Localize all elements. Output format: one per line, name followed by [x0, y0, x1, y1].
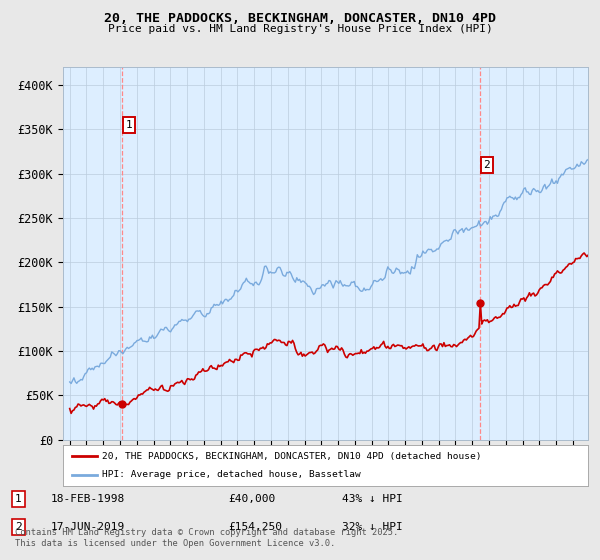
- Text: 20, THE PADDOCKS, BECKINGHAM, DONCASTER, DN10 4PD: 20, THE PADDOCKS, BECKINGHAM, DONCASTER,…: [104, 12, 496, 25]
- Text: 2: 2: [15, 522, 22, 532]
- Text: 18-FEB-1998: 18-FEB-1998: [51, 494, 125, 504]
- Text: HPI: Average price, detached house, Bassetlaw: HPI: Average price, detached house, Bass…: [103, 470, 361, 479]
- Text: £154,250: £154,250: [228, 522, 282, 532]
- Text: 2: 2: [483, 160, 490, 170]
- Text: 1: 1: [15, 494, 22, 504]
- Text: 17-JUN-2019: 17-JUN-2019: [51, 522, 125, 532]
- Text: £40,000: £40,000: [228, 494, 275, 504]
- Text: 32% ↓ HPI: 32% ↓ HPI: [342, 522, 403, 532]
- Text: Price paid vs. HM Land Registry's House Price Index (HPI): Price paid vs. HM Land Registry's House …: [107, 24, 493, 34]
- Text: 1: 1: [125, 120, 132, 130]
- Text: 20, THE PADDOCKS, BECKINGHAM, DONCASTER, DN10 4PD (detached house): 20, THE PADDOCKS, BECKINGHAM, DONCASTER,…: [103, 451, 482, 460]
- Text: 43% ↓ HPI: 43% ↓ HPI: [342, 494, 403, 504]
- Text: Contains HM Land Registry data © Crown copyright and database right 2025.
This d: Contains HM Land Registry data © Crown c…: [15, 528, 398, 548]
